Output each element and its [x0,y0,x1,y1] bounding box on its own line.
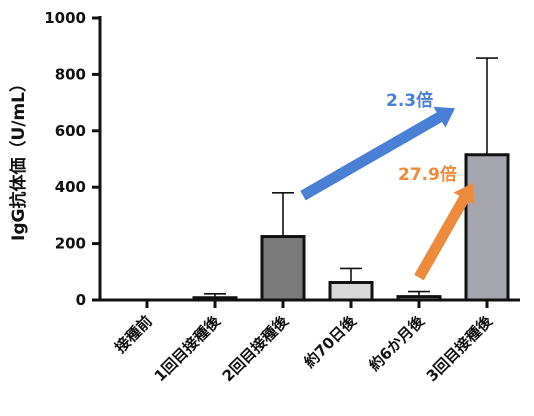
x-category-label: 3回目接種後 [423,311,497,385]
y-tick-label: 200 [55,235,86,253]
x-category-label: 1回目接種後 [151,311,225,385]
bar-5 [464,153,510,302]
x-category-label: 約6か月後 [365,311,428,374]
y-tick-label: 0 [76,291,86,309]
fold-change-label-1: 27.9倍 [398,164,457,185]
x-category-label: 接種前 [111,312,156,357]
bar-3 [328,281,374,302]
x-category-label: 2回目接種後 [219,311,293,385]
fold-change-label-0: 2.3倍 [386,90,433,111]
fold-change-arrow-0 [300,106,455,201]
y-tick-label: 600 [55,122,86,140]
fold-change-arrow-1 [414,183,475,281]
y-tick-label: 1000 [44,9,86,27]
bar-2 [260,235,306,302]
y-axis-title: IgG抗体価（U/mL） [8,75,29,241]
y-tick-label: 400 [55,178,86,196]
y-tick-label: 800 [55,65,86,83]
x-category-label: 約70日後 [301,311,361,371]
